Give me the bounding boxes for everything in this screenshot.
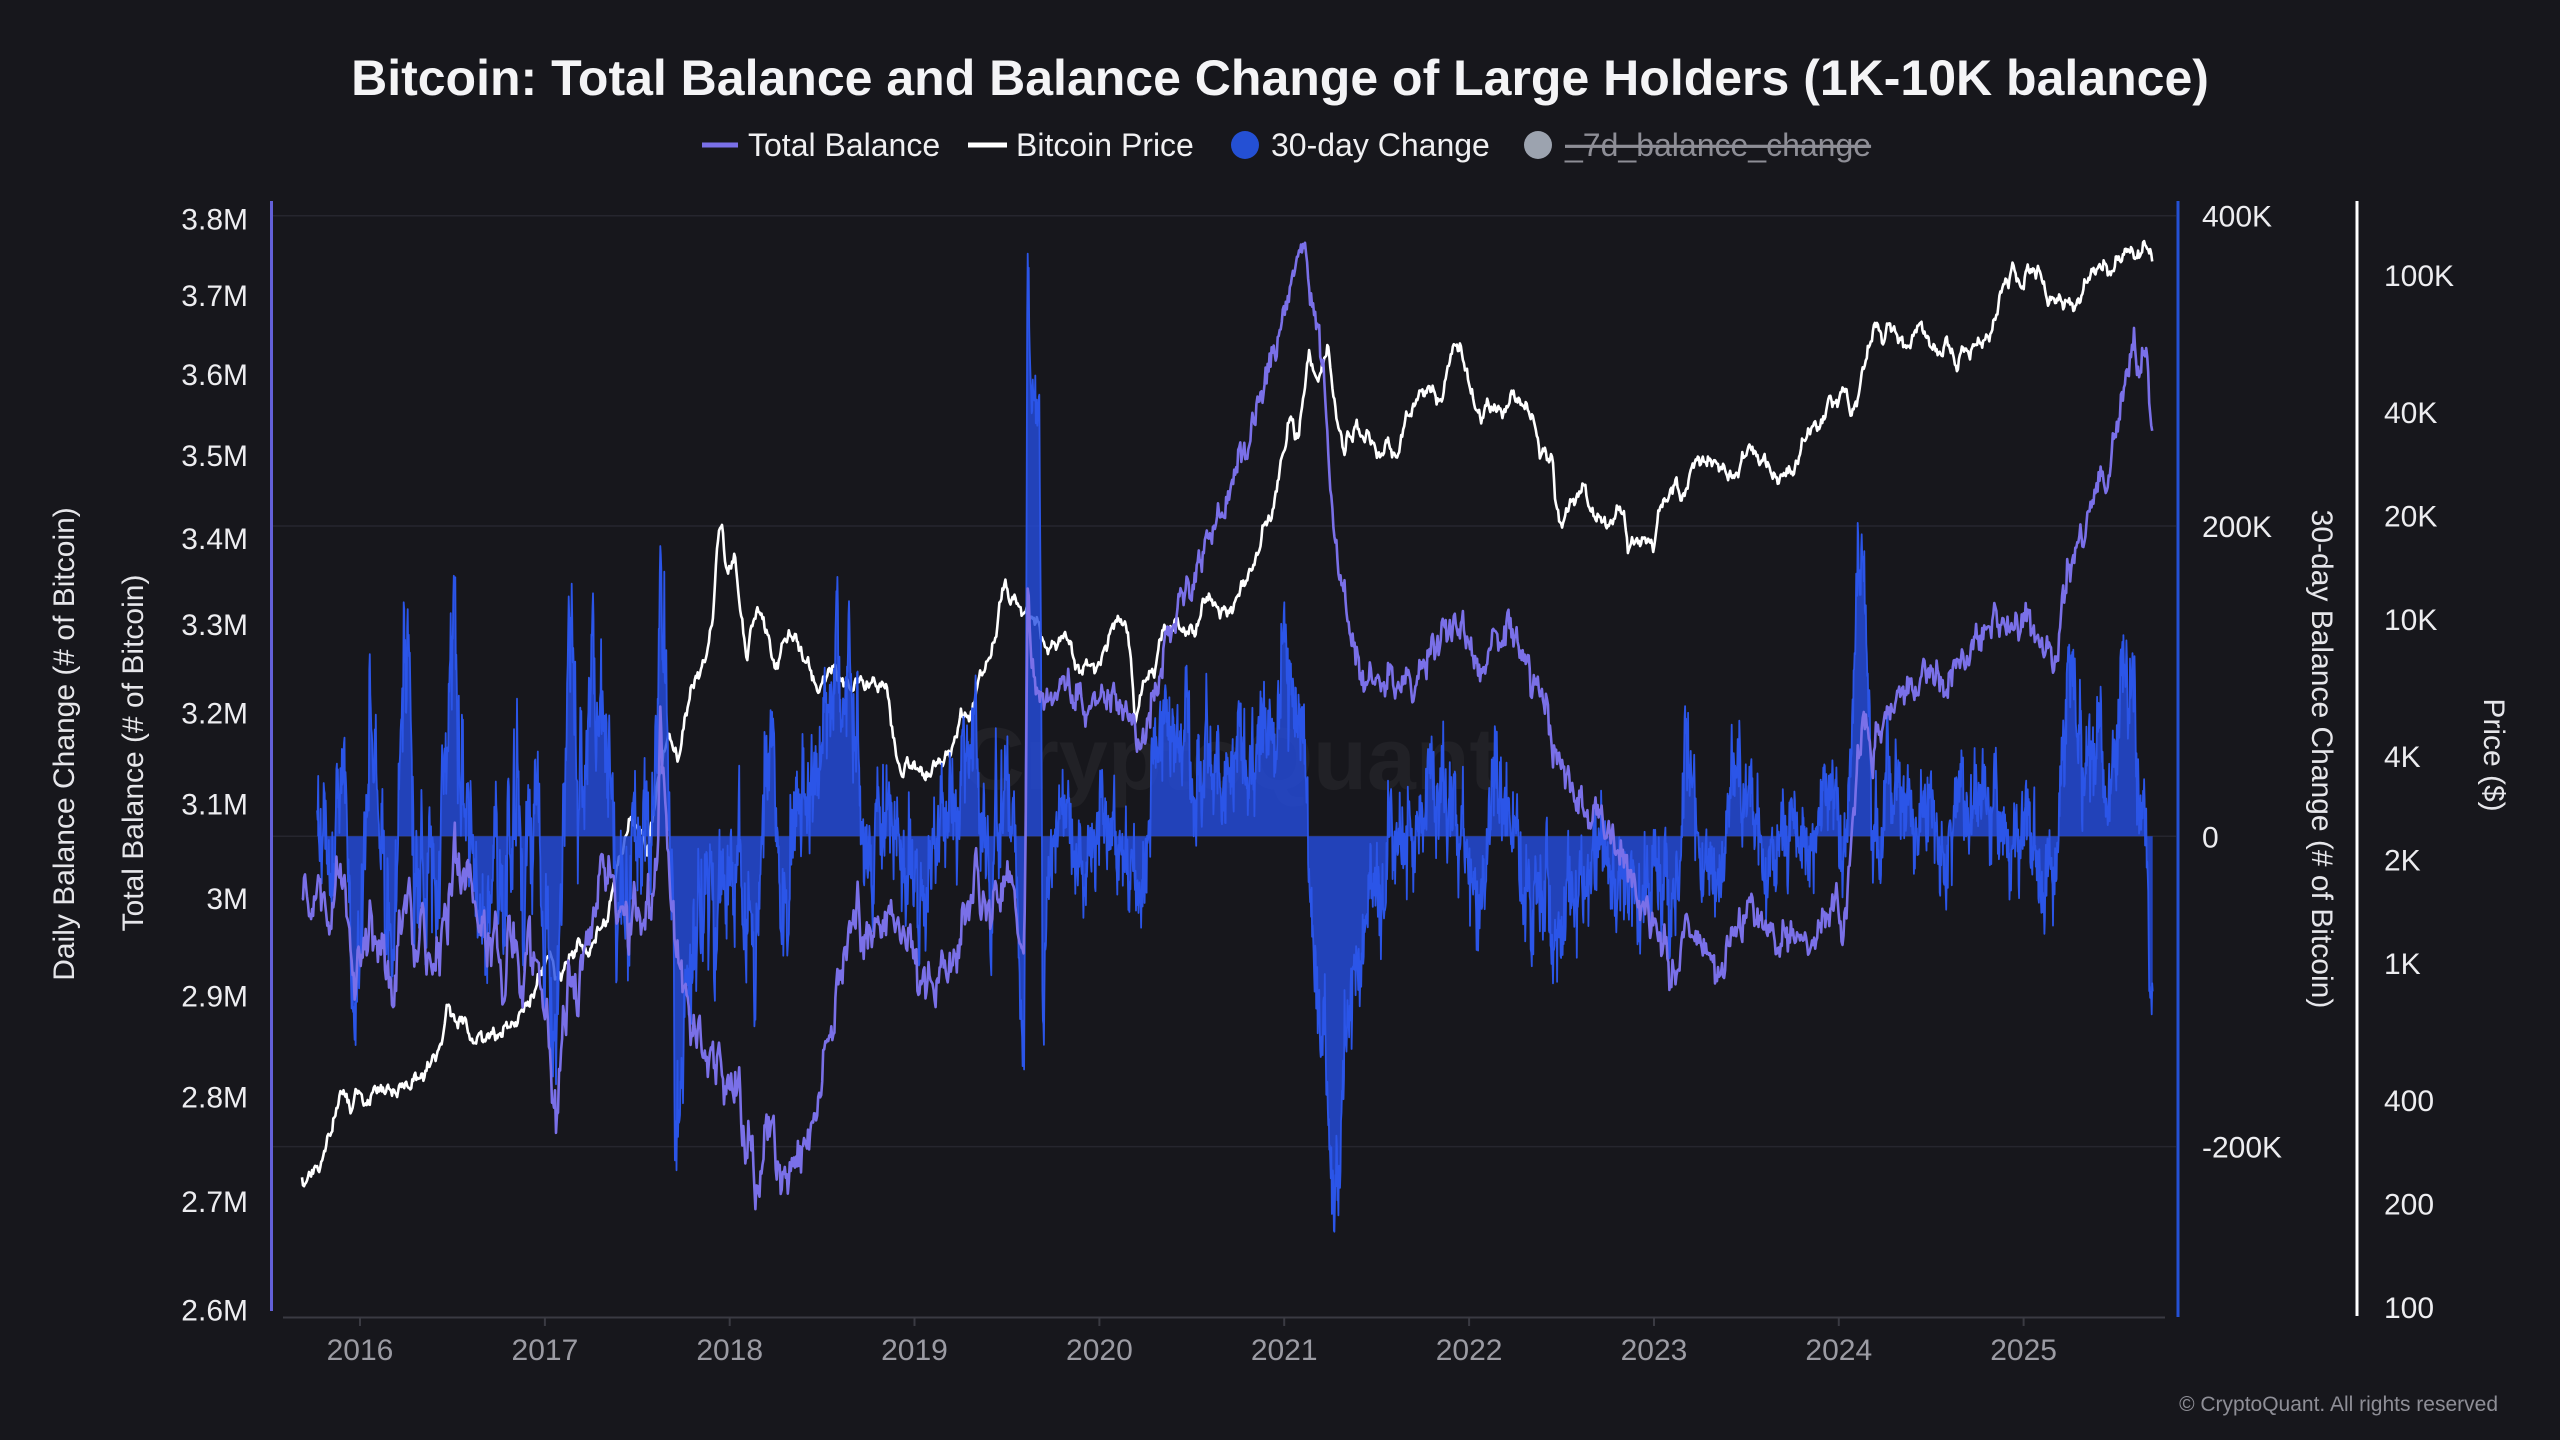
svg-text:2022: 2022 [1436, 1334, 1503, 1367]
svg-text:Daily Balance Change (# of Bit: Daily Balance Change (# of Bitcoin) [48, 507, 81, 981]
svg-text:2K: 2K [2384, 845, 2421, 878]
svg-text:2.8M: 2.8M [181, 1082, 248, 1115]
svg-text:© CryptoQuant. All rights rese: © CryptoQuant. All rights reserved [2179, 1393, 2498, 1416]
svg-text:200K: 200K [2202, 511, 2272, 544]
svg-text:30-day Change: 30-day Change [1271, 127, 1490, 163]
svg-text:1K: 1K [2384, 948, 2421, 981]
svg-text:2.9M: 2.9M [181, 981, 248, 1014]
svg-text:Total Balance: Total Balance [748, 127, 940, 163]
svg-text:_7d_balance_change: _7d_balance_change [1564, 127, 1871, 163]
svg-text:2017: 2017 [512, 1334, 579, 1367]
svg-text:40K: 40K [2384, 397, 2437, 430]
svg-text:3.8M: 3.8M [181, 204, 248, 237]
svg-text:Total Balance (# of Bitcoin): Total Balance (# of Bitcoin) [117, 575, 150, 932]
svg-text:20K: 20K [2384, 501, 2437, 534]
svg-text:3.5M: 3.5M [181, 440, 248, 473]
svg-text:2021: 2021 [1251, 1334, 1318, 1367]
svg-text:4K: 4K [2384, 741, 2421, 774]
svg-text:3.3M: 3.3M [181, 609, 248, 642]
svg-text:400K: 400K [2202, 201, 2272, 234]
svg-text:2024: 2024 [1805, 1334, 1872, 1367]
svg-text:3.2M: 3.2M [181, 697, 248, 730]
svg-text:100K: 100K [2384, 260, 2454, 293]
svg-text:Bitcoin Price: Bitcoin Price [1016, 127, 1194, 163]
svg-text:2019: 2019 [881, 1334, 948, 1367]
svg-text:30-day Balance Change (# of Bi: 30-day Balance Change (# of Bitcoin) [2305, 510, 2338, 1009]
svg-text:Price ($): Price ($) [2477, 698, 2510, 811]
svg-text:3.4M: 3.4M [181, 523, 248, 556]
svg-text:3.1M: 3.1M [181, 789, 248, 822]
svg-text:Bitcoin: Total Balance and Bal: Bitcoin: Total Balance and Balance Chang… [351, 50, 2209, 106]
svg-text:400: 400 [2384, 1085, 2434, 1118]
svg-text:3.6M: 3.6M [181, 359, 248, 392]
svg-text:2.7M: 2.7M [181, 1186, 248, 1219]
svg-text:3.7M: 3.7M [181, 280, 248, 313]
svg-text:2020: 2020 [1066, 1334, 1133, 1367]
svg-text:2016: 2016 [327, 1334, 394, 1367]
svg-text:200: 200 [2384, 1189, 2434, 1222]
svg-text:-200K: -200K [2202, 1132, 2282, 1165]
svg-text:2018: 2018 [696, 1334, 763, 1367]
svg-text:10K: 10K [2384, 604, 2437, 637]
svg-text:2023: 2023 [1621, 1334, 1688, 1367]
svg-text:2.6M: 2.6M [181, 1295, 248, 1328]
svg-text:100: 100 [2384, 1292, 2434, 1325]
svg-text:3M: 3M [206, 883, 248, 916]
svg-text:2025: 2025 [1990, 1334, 2057, 1367]
svg-text:0: 0 [2202, 821, 2219, 854]
